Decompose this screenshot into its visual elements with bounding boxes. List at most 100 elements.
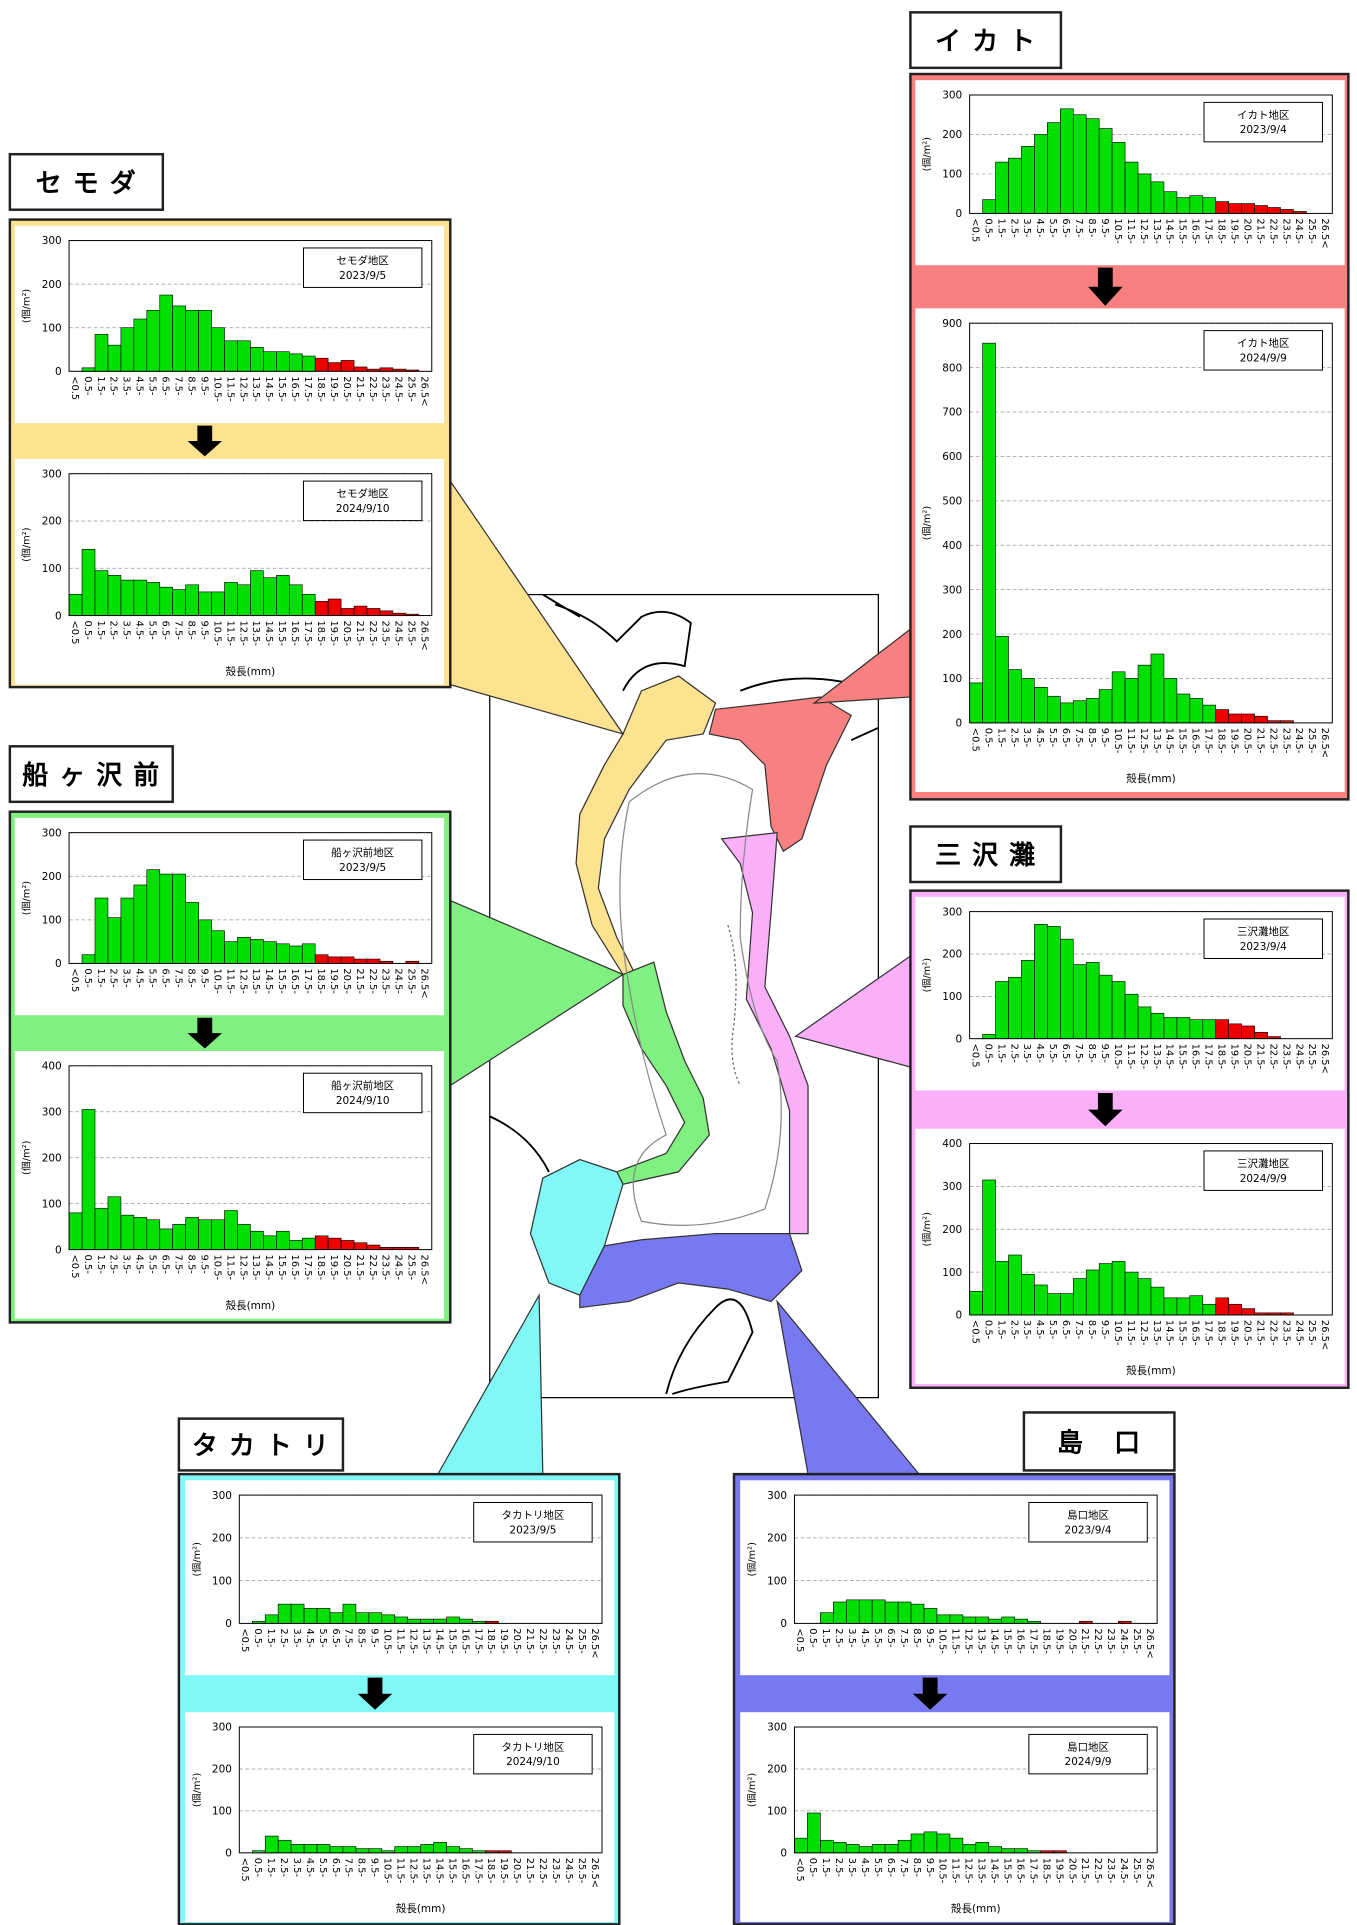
x-tick-label: 9.5- (198, 1255, 209, 1275)
y-tick-label: 300 (767, 1722, 787, 1734)
bar (381, 1614, 396, 1624)
legend-box (302, 480, 423, 522)
x-tick-label: 8.5- (185, 1255, 196, 1275)
x-tick-label: 8.5- (911, 1858, 922, 1878)
bar (988, 1618, 1003, 1624)
bar (820, 1839, 834, 1854)
panel-title-box (909, 825, 1063, 884)
x-tick-label: 18.5- (1216, 218, 1227, 244)
bar (995, 1261, 1009, 1316)
x-tick-label: 4.5- (134, 620, 145, 640)
x-tick-label: 2.5- (1008, 728, 1019, 748)
legend-date: 2024/9/9 (1065, 1756, 1112, 1768)
y-axis-label: (個/m²) (745, 1542, 758, 1576)
bar (288, 353, 303, 372)
bar (833, 1601, 847, 1624)
x-tick-label: 16.5- (1190, 1044, 1201, 1070)
bar (1202, 704, 1217, 724)
x-tick-label: 17.5- (302, 376, 313, 402)
bar (1137, 664, 1152, 724)
x-tick-label: 4.5- (1034, 1044, 1045, 1064)
x-tick-label: 12.5- (237, 1255, 248, 1281)
x-tick-label: 12.5- (237, 376, 248, 402)
x-tick-label: 12.5- (407, 1628, 418, 1654)
bar (407, 1618, 421, 1624)
bar (1124, 1271, 1139, 1316)
x-tick-label: 3.5- (1021, 1320, 1032, 1340)
bar (1189, 195, 1204, 214)
x-tick-label: 8.5- (185, 376, 196, 396)
x-axis-label: 殻長(mm) (1126, 1364, 1176, 1377)
x-tick-label: 13.5- (976, 1628, 987, 1654)
x-tick-label: 9.5- (924, 1628, 935, 1648)
x-tick-label: 25.5- (1306, 218, 1317, 244)
bar (1072, 700, 1087, 724)
bar (237, 1224, 251, 1250)
bar (1163, 678, 1178, 724)
x-tick-label: 11.5- (224, 1255, 235, 1281)
y-axis-label: (個/m²) (20, 881, 33, 915)
bar (159, 1228, 174, 1250)
x-tick-label: 13.5- (250, 376, 261, 402)
x-tick-label: 3.5- (1021, 218, 1032, 238)
x-tick-label: 4.5- (1034, 728, 1045, 748)
bar (845, 1599, 860, 1624)
bar (1215, 709, 1230, 724)
bar (329, 1846, 344, 1854)
x-tick-label: 15.5- (276, 1255, 287, 1281)
x-tick-label: 16.5- (1014, 1858, 1025, 1884)
x-tick-label: 20.5- (341, 620, 352, 646)
x-tick-label: 9.5- (369, 1858, 380, 1878)
bar (1137, 173, 1152, 214)
y-tick-label: 200 (42, 871, 62, 883)
x-tick-label: 24.5- (1293, 1044, 1304, 1070)
bar (1215, 201, 1230, 214)
bar (1215, 1019, 1230, 1039)
bar (237, 584, 251, 616)
bar (420, 1618, 434, 1624)
x-tick-label: 9.5- (198, 376, 209, 396)
bar (1254, 205, 1268, 214)
x-tick-label: 20.5- (1241, 218, 1252, 244)
x-tick-label: 24.5- (393, 376, 404, 402)
legend-date: 2023/9/4 (1065, 1524, 1112, 1536)
bar (949, 1614, 964, 1624)
bar (290, 1844, 305, 1854)
legend-box (302, 247, 423, 288)
y-tick-label: 0 (55, 610, 62, 622)
x-tick-label: 16.5- (289, 1255, 300, 1281)
x-tick-label: 23.5- (380, 968, 391, 994)
arrow (1088, 267, 1123, 306)
x-tick-label: 23.5- (550, 1628, 561, 1654)
bar (807, 1812, 821, 1854)
bar (897, 1601, 912, 1624)
bar (1008, 1254, 1022, 1316)
x-tick-label: 18.5- (1216, 728, 1227, 754)
bar (1047, 122, 1061, 214)
bar (394, 1846, 409, 1854)
x-tick-label: 26.5< (589, 1628, 600, 1658)
x-tick-label: 17.5- (1027, 1628, 1038, 1654)
x-tick-label: 12.5- (407, 1858, 418, 1884)
x-tick-label: 11.5- (224, 968, 235, 994)
y-tick-label: 0 (956, 208, 963, 220)
x-tick-label: 14.5- (263, 620, 274, 646)
bar (982, 1179, 996, 1316)
bar (1189, 1295, 1204, 1316)
x-tick-label: 3.5- (121, 620, 132, 640)
x-tick-label: 17.5- (1203, 218, 1214, 244)
bar (1111, 142, 1126, 214)
bar (982, 1034, 996, 1039)
x-tick-label: 18.5- (315, 376, 326, 402)
panel-title: イカト (935, 27, 1046, 57)
x-tick-label: 24.5- (1293, 218, 1304, 244)
x-tick-label: 19.5- (1053, 1628, 1064, 1654)
bar (379, 367, 394, 372)
legend-date: 2024/9/9 (1240, 1173, 1287, 1185)
x-tick-label: 19.5- (1228, 218, 1239, 244)
chart: 0 100 200 300 400 500 600 700 800 900 <0.5 0.5- 1.5-… (915, 308, 1345, 792)
y-tick-label: 100 (942, 673, 962, 685)
bar (314, 954, 329, 964)
x-tick-label: 12.5- (237, 620, 248, 646)
x-tick-label: 23.5- (380, 1255, 391, 1281)
